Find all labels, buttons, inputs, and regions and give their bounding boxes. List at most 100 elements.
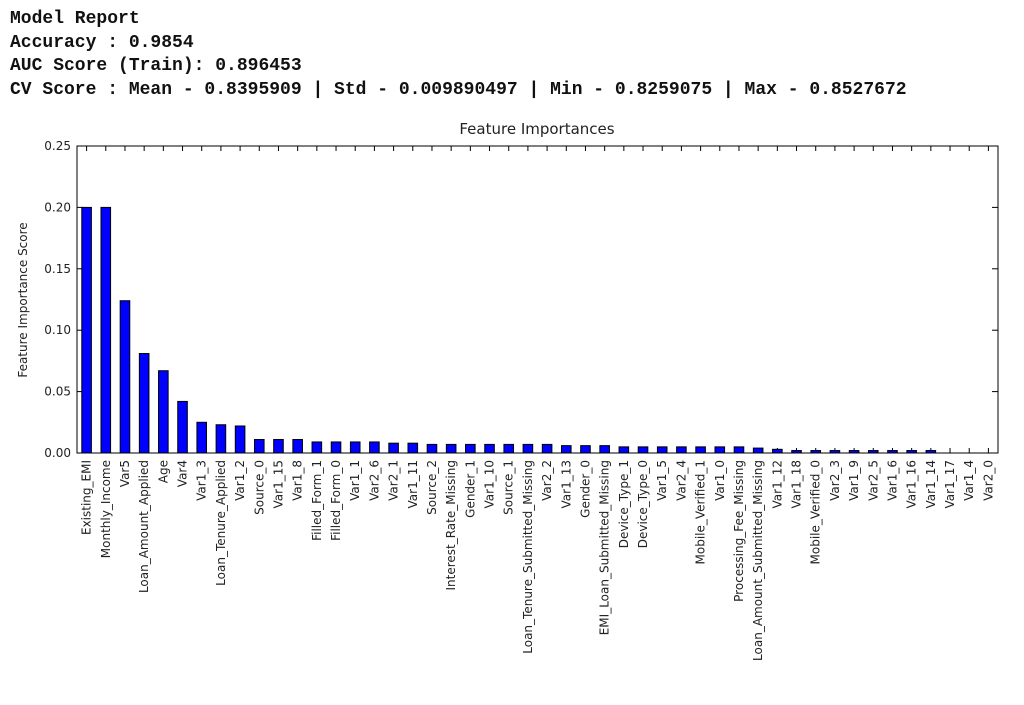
bar — [196, 421, 208, 454]
bar — [311, 441, 323, 454]
x-tick-label: Var1_6 — [885, 460, 899, 501]
bar — [349, 441, 361, 454]
bar — [541, 443, 553, 454]
x-tick-label: EMI_Loan_Submitted_Missing — [598, 460, 612, 635]
report-line: Accuracy : 0.9854 — [10, 32, 194, 53]
x-tick-label: Var2_5 — [866, 460, 880, 501]
x-tick-label: Var1_10 — [483, 460, 497, 508]
x-tick-label: Source_1 — [502, 460, 516, 515]
x-tick-label: Var1_12 — [770, 460, 784, 508]
bar — [618, 446, 630, 454]
x-tick-label: Var1_5 — [655, 460, 669, 501]
x-tick-label: Source_2 — [425, 460, 439, 515]
bar — [676, 446, 687, 454]
bar — [714, 446, 726, 454]
x-tick-label: Var1_16 — [905, 460, 919, 508]
y-axis-label: Feature Importance Score — [16, 222, 30, 377]
report-line: CV Score : Mean - 0.8395909 | Std - 0.00… — [10, 79, 907, 100]
x-tick-label: Mobile_Verified_0 — [809, 460, 823, 564]
x-tick-label: Age — [156, 460, 170, 483]
x-tick-label: Filled_Form_0 — [329, 460, 343, 541]
x-tick-label: Device_Type_0 — [636, 460, 650, 548]
x-tick-label: Source_0 — [252, 460, 266, 515]
bar — [733, 446, 745, 454]
bar — [426, 443, 438, 454]
x-tick-label: Var2_0 — [981, 460, 995, 501]
x-tick-label: Var1_18 — [790, 460, 804, 508]
bar — [465, 443, 476, 454]
y-tick-label: 0.25 — [44, 139, 71, 153]
x-tick-label: Var1_13 — [559, 460, 573, 508]
bar — [292, 438, 303, 454]
report-line: AUC Score (Train): 0.896453 — [10, 56, 302, 76]
x-tick-label: Existing_EMI — [80, 460, 94, 535]
x-tick-label: Var1_14 — [924, 460, 938, 508]
x-tick-label: Interest_Rate_Missing — [444, 460, 458, 591]
x-tick-label: Var1_1 — [348, 460, 362, 501]
y-tick-label: 0.20 — [44, 200, 71, 214]
bar — [215, 424, 227, 454]
x-tick-label: Var1_4 — [962, 460, 976, 501]
bar — [656, 446, 668, 454]
x-tick-label: Var1_2 — [233, 460, 247, 501]
bar — [253, 438, 265, 454]
x-tick-label: Mobile_Verified_1 — [694, 460, 708, 564]
x-tick-label: Var4 — [176, 460, 190, 487]
bar — [772, 448, 783, 454]
x-tick-label: Var2_4 — [674, 460, 688, 501]
bar — [234, 425, 246, 454]
bar — [273, 438, 284, 454]
x-tick-label: Var1_15 — [271, 460, 285, 508]
plot-frame — [76, 145, 999, 454]
bar — [119, 300, 131, 454]
x-tick-label: Loan_Tenure_Submitted_Missing — [521, 460, 535, 654]
x-tick-label: Var1_0 — [713, 460, 727, 501]
x-tick-label: Var1_8 — [291, 460, 305, 501]
x-tick-label: Var2_6 — [367, 460, 381, 501]
bar — [81, 206, 92, 454]
x-tick-label: Processing_Fee_Missing — [732, 460, 746, 602]
bar — [503, 443, 515, 454]
bar — [637, 446, 649, 454]
report-line: Model Report — [10, 9, 140, 29]
x-tick-label: Var2_1 — [387, 460, 401, 501]
bar — [560, 445, 572, 454]
bar — [138, 353, 150, 454]
x-tick-label: Var5 — [118, 460, 132, 487]
x-tick-label: Loan_Amount_Submitted_Missing — [751, 460, 765, 661]
x-tick-label: Var1_3 — [195, 460, 209, 501]
y-tick-label: 0.00 — [44, 446, 71, 460]
x-tick-label: Var1_9 — [847, 460, 861, 501]
bar — [599, 445, 610, 454]
bar — [388, 442, 399, 454]
x-tick-label: Var1_11 — [406, 460, 420, 508]
x-tick-label: Gender_0 — [578, 460, 592, 518]
bar — [484, 443, 495, 454]
bar — [752, 447, 764, 454]
bar — [330, 441, 342, 454]
bar — [407, 442, 419, 454]
bar — [369, 441, 380, 454]
x-tick-label: Device_Type_1 — [617, 460, 631, 548]
x-tick-label: Gender_1 — [463, 460, 477, 518]
chart-title: Feature Importances — [459, 120, 614, 138]
x-tick-label: Loan_Tenure_Applied — [214, 460, 228, 586]
bar — [522, 443, 534, 454]
report: Model Report Accuracy : 0.9854 AUC Score (… — [10, 8, 907, 102]
y-tick-label: 0.05 — [44, 385, 71, 399]
bar — [580, 445, 591, 454]
bar — [177, 400, 188, 454]
bar — [158, 370, 169, 454]
x-tick-label: Filled_Form_1 — [310, 460, 324, 541]
x-tick-label: Var2_3 — [828, 460, 842, 501]
y-tick-label: 0.10 — [44, 323, 71, 337]
bar — [695, 446, 706, 454]
y-tick-label: 0.15 — [44, 262, 71, 276]
bar — [100, 206, 112, 454]
x-tick-label: Loan_Amount_Applied — [137, 460, 151, 593]
bar — [445, 443, 457, 454]
x-tick-label: Var2_2 — [540, 460, 554, 501]
x-tick-label: Monthly_Income — [99, 460, 113, 558]
